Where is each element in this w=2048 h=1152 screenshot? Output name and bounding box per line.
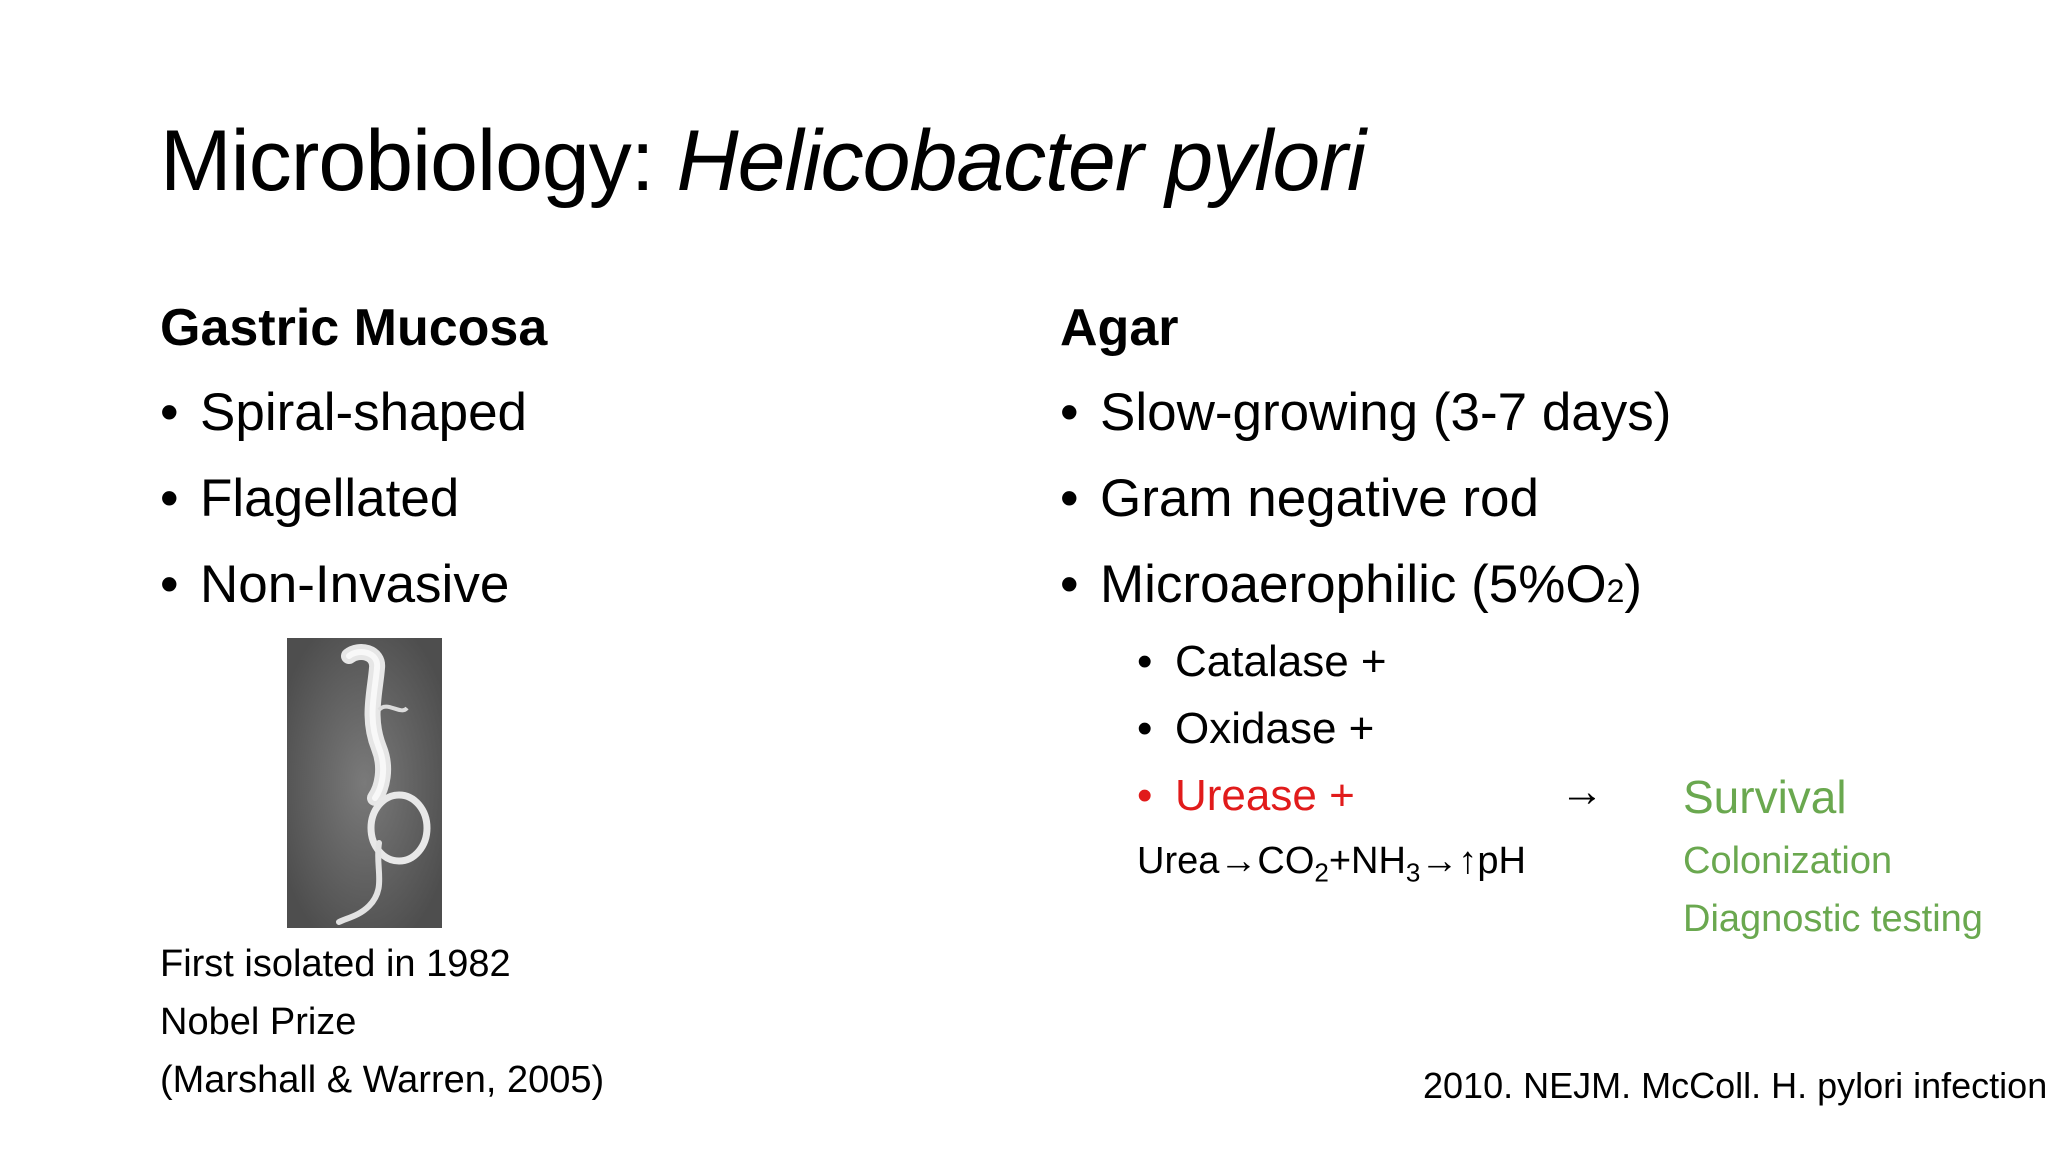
bullet-icon: • [1137, 771, 1153, 820]
outcome-colonization: Colonization [1683, 840, 1893, 882]
bullet-icon: • [160, 383, 179, 442]
note-first-isolated: First isolated in 1982 [160, 943, 511, 985]
outcome-survival: Survival [1683, 771, 1847, 823]
right-bullet-1: • Slow-growing (3-7 days) [1060, 383, 1672, 442]
bullet-icon: • [1137, 704, 1153, 753]
outcome-diagnostic-testing: Diagnostic testing [1683, 898, 1983, 940]
sub-bullet-catalase: • Catalase + [1137, 637, 1387, 686]
up-arrow-icon: ↑ [1458, 840, 1478, 882]
slide-title: Microbiology: Helicobacter pylori [160, 118, 1366, 204]
bullet-icon: • [1060, 383, 1079, 442]
right-heading: Agar [1060, 299, 1179, 357]
right-arrow-icon: → [1219, 840, 1258, 882]
right-arrow-icon: → [1560, 767, 1604, 816]
right-arrow-icon: → [1420, 840, 1459, 882]
bullet-icon: • [1060, 555, 1079, 614]
bullet-icon: • [1060, 469, 1079, 528]
sub-bullet-oxidase: • Oxidase + [1137, 704, 1375, 753]
left-heading: Gastric Mucosa [160, 299, 548, 357]
citation: 2010. NEJM. McColl. H. pylori infection [1423, 1065, 2048, 1106]
left-bullet-3: • Non-Invasive [160, 555, 510, 614]
left-bullet-2: • Flagellated [160, 469, 460, 528]
sub-bullet-urease: • Urease + [1137, 771, 1355, 820]
right-bullet-3: • Microaerophilic (5%O 2) [1060, 555, 1643, 614]
bullet-icon: • [160, 555, 179, 614]
note-nobel-prize: Nobel Prize [160, 1001, 357, 1043]
note-marshall-warren: (Marshall & Warren, 2005) [160, 1059, 605, 1101]
urea-reaction: Urea→CO2+NH3→↑pH [1137, 840, 1526, 888]
bullet-icon: • [1137, 637, 1153, 686]
left-bullet-1: • Spiral-shaped [160, 383, 528, 442]
bullet-icon: • [160, 469, 179, 528]
right-bullet-2: • Gram negative rod [1060, 469, 1539, 528]
h-pylori-micrograph [287, 638, 442, 928]
title-plain: Microbiology: [160, 113, 677, 209]
title-italic: Helicobacter pylori [676, 113, 1366, 209]
